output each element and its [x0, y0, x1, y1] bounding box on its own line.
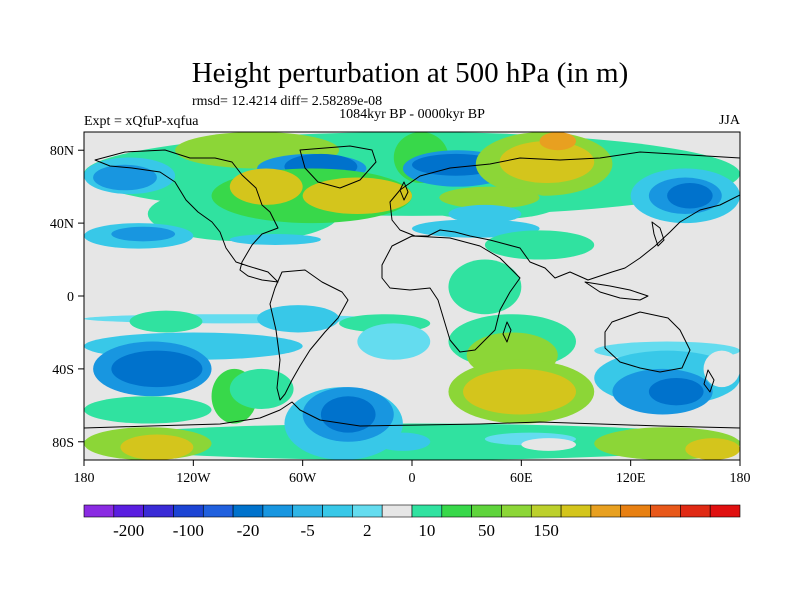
lon-tick-label: 60W — [289, 471, 317, 486]
anomaly-region-19 — [667, 183, 713, 209]
anomaly-region-21 — [93, 164, 157, 191]
lon-tick-label: 120W — [176, 471, 211, 486]
colorbar-label: -20 — [237, 521, 260, 540]
anomaly-region-45 — [111, 350, 203, 388]
map-panel: 80N 40N 0 40S 80S 180 120W 60W 0 60E 120E 180 — [50, 131, 751, 486]
colorbar-cell — [113, 504, 144, 518]
lat-tick-label: 0 — [67, 290, 74, 305]
coastline-madagascar — [502, 321, 512, 343]
colorbar-cell — [352, 504, 383, 518]
colorbar-cell — [292, 504, 323, 518]
colorbar-cell — [471, 504, 502, 518]
anomaly-region-9 — [229, 168, 303, 205]
colorbar-cell — [680, 504, 711, 518]
coastline-south-america — [269, 269, 349, 401]
latitude-ticks: 80N 40N 0 40S 80S — [50, 144, 84, 451]
colorbar-cell — [709, 504, 741, 518]
colorbar-label: 10 — [418, 521, 435, 540]
colorbar-cell — [143, 504, 174, 518]
colorbar: -200 -100 -20 -5 2 10 50 150 — [83, 504, 741, 540]
experiment-label: Expt = xQfuP-xqfua — [84, 114, 199, 129]
anomaly-region-26 — [448, 204, 522, 224]
coastline-indonesia — [584, 281, 649, 301]
lat-tick-label: 80N — [50, 144, 74, 159]
lon-tick-label: 60E — [510, 471, 533, 486]
stats-label: rmsd= 12.4214 diff= 2.58289e-08 — [192, 94, 382, 109]
colorbar-cell — [590, 504, 622, 518]
colorbar-cell — [381, 504, 413, 518]
coastline-british-isles — [399, 181, 409, 201]
anomaly-region-28 — [448, 259, 522, 315]
lon-tick-label: 180 — [730, 471, 751, 486]
map-title: Height perturbation at 500 hPa (in m) — [192, 57, 629, 89]
coastline-antarctica — [84, 401, 740, 429]
colorbar-cell — [262, 504, 294, 518]
anomaly-region-55 — [685, 438, 740, 460]
colorbar-label: 150 — [533, 521, 559, 540]
colorbar-cell — [232, 504, 264, 518]
anomaly-region-37 — [463, 368, 576, 415]
anomaly-region-27 — [484, 230, 595, 260]
colorbar-cell — [560, 504, 592, 518]
coastline-greenland — [299, 145, 377, 189]
coastline-australia — [604, 311, 691, 373]
anomaly-region-25 — [412, 219, 540, 238]
lon-tick-label: 120E — [616, 471, 646, 486]
lat-tick-label: 40N — [50, 217, 74, 232]
anomaly-region-42 — [703, 350, 740, 388]
period-label: 1084kyr BP - 0000kyr BP — [339, 107, 485, 122]
colorbar-label: -5 — [301, 521, 315, 540]
anomaly-region-33 — [357, 323, 431, 360]
colorbar-label: -100 — [173, 521, 204, 540]
colorbar-cell — [620, 504, 651, 518]
lat-tick-label: 40S — [52, 363, 74, 378]
colorbar-cell — [501, 504, 532, 518]
lon-tick-label: 0 — [409, 471, 416, 486]
anomaly-region-31 — [257, 305, 340, 333]
colorbar-cell — [173, 504, 204, 518]
anomaly-region-57 — [521, 438, 577, 451]
coastline-north-america — [94, 149, 279, 283]
colorbar-label: 50 — [478, 521, 495, 540]
anomaly-region-41 — [648, 378, 704, 406]
colorbar-label: -200 — [113, 521, 144, 540]
lon-tick-label: 180 — [74, 471, 95, 486]
season-label: JJA — [719, 113, 741, 128]
anomaly-region-14 — [539, 132, 576, 151]
anomaly-region-48 — [229, 368, 294, 409]
anomaly-region-30 — [129, 310, 203, 333]
colorbar-cell — [83, 504, 115, 518]
lat-tick-label: 80S — [52, 436, 74, 451]
coastline-africa — [381, 235, 521, 353]
anomaly-region-16 — [439, 186, 540, 209]
colorbar-cell — [530, 504, 562, 518]
coastlines — [84, 145, 740, 429]
anomaly-region-24 — [229, 234, 321, 245]
colorbar-cell — [202, 504, 234, 518]
colorbar-cell — [322, 504, 353, 518]
colorbar-label: 2 — [363, 521, 372, 540]
coastline-new-zealand — [703, 369, 715, 393]
coastline-japan — [651, 221, 665, 247]
anomaly-region-13 — [499, 141, 595, 184]
perturbation-field — [84, 132, 740, 460]
coastline-eurasia — [389, 151, 740, 281]
anomaly-region-51 — [320, 396, 376, 433]
longitude-ticks: 180 120W 60W 0 60E 120E 180 — [74, 460, 751, 486]
anomaly-region-46 — [84, 396, 212, 424]
colorbar-cell — [411, 504, 443, 518]
colorbar-cell — [650, 504, 681, 518]
colorbar-cell — [441, 504, 472, 518]
anomaly-region-23 — [111, 226, 176, 242]
anomaly-region-8 — [302, 177, 413, 214]
anomaly-region-58 — [375, 432, 431, 451]
anomaly-region-53 — [120, 434, 194, 460]
